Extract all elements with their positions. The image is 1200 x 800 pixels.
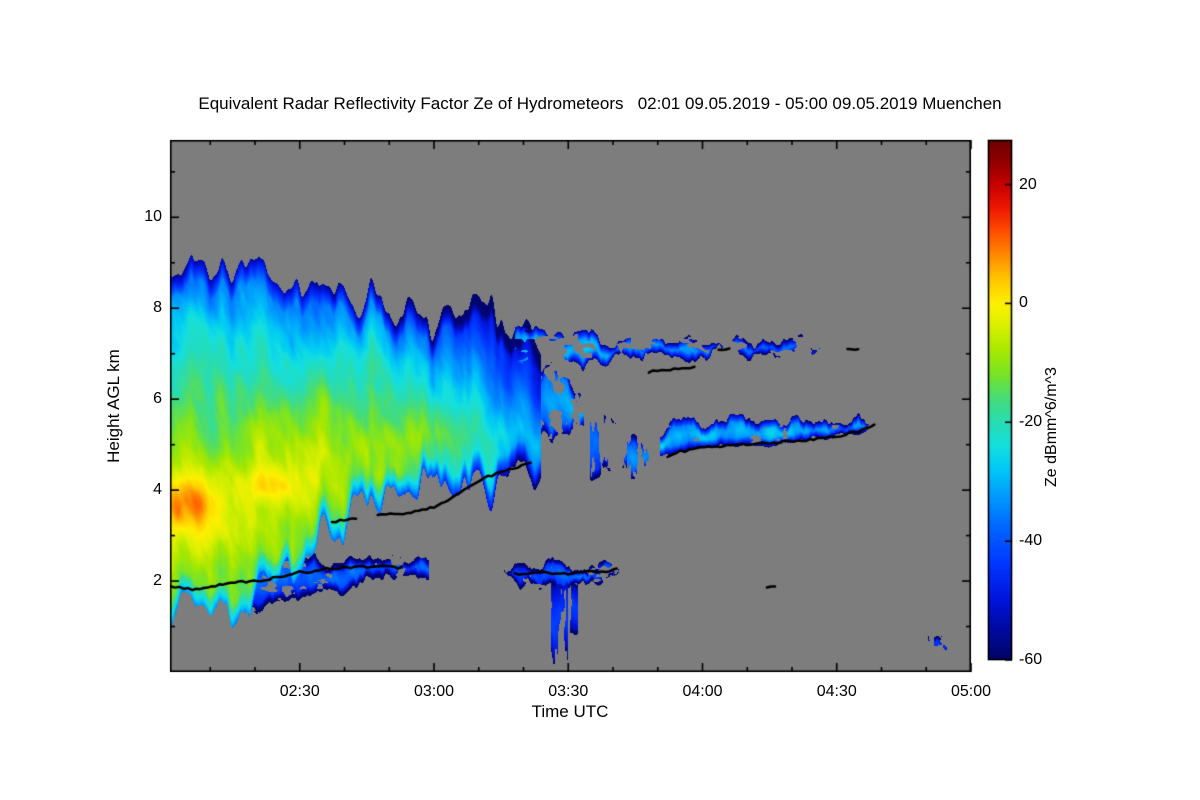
x-tick-label: 02:30 xyxy=(279,683,320,700)
colorbar-tick-label: 20 xyxy=(1019,175,1037,193)
y-tick-label: 4 xyxy=(153,481,162,499)
colorbar-title: Ze dBmm^6/m^3 xyxy=(1043,367,1060,487)
colorbar-tick-label: -60 xyxy=(1019,651,1043,668)
colorbar-tick-label: -40 xyxy=(1019,532,1043,550)
colorbar-tick-label: 0 xyxy=(1019,294,1028,312)
heatmap-plot-area xyxy=(170,140,971,672)
y-tick-label: 6 xyxy=(153,390,162,408)
y-tick-label: 8 xyxy=(153,299,162,317)
colorbar-tick-label: -20 xyxy=(1019,413,1043,431)
colorbar xyxy=(988,140,1012,660)
y-tick-label: 10 xyxy=(144,208,162,226)
x-tick-label: 04:00 xyxy=(682,683,723,700)
chart-title: Equivalent Radar Reflectivity Factor Ze … xyxy=(198,94,1002,113)
y-tick-label: 2 xyxy=(153,572,162,590)
x-tick-label: 04:30 xyxy=(816,683,857,700)
x-tick-label: 05:00 xyxy=(950,683,992,700)
x-tick-label: 03:00 xyxy=(413,683,455,700)
x-axis-title: Time UTC xyxy=(531,702,609,721)
x-tick-label: 03:30 xyxy=(548,683,589,700)
